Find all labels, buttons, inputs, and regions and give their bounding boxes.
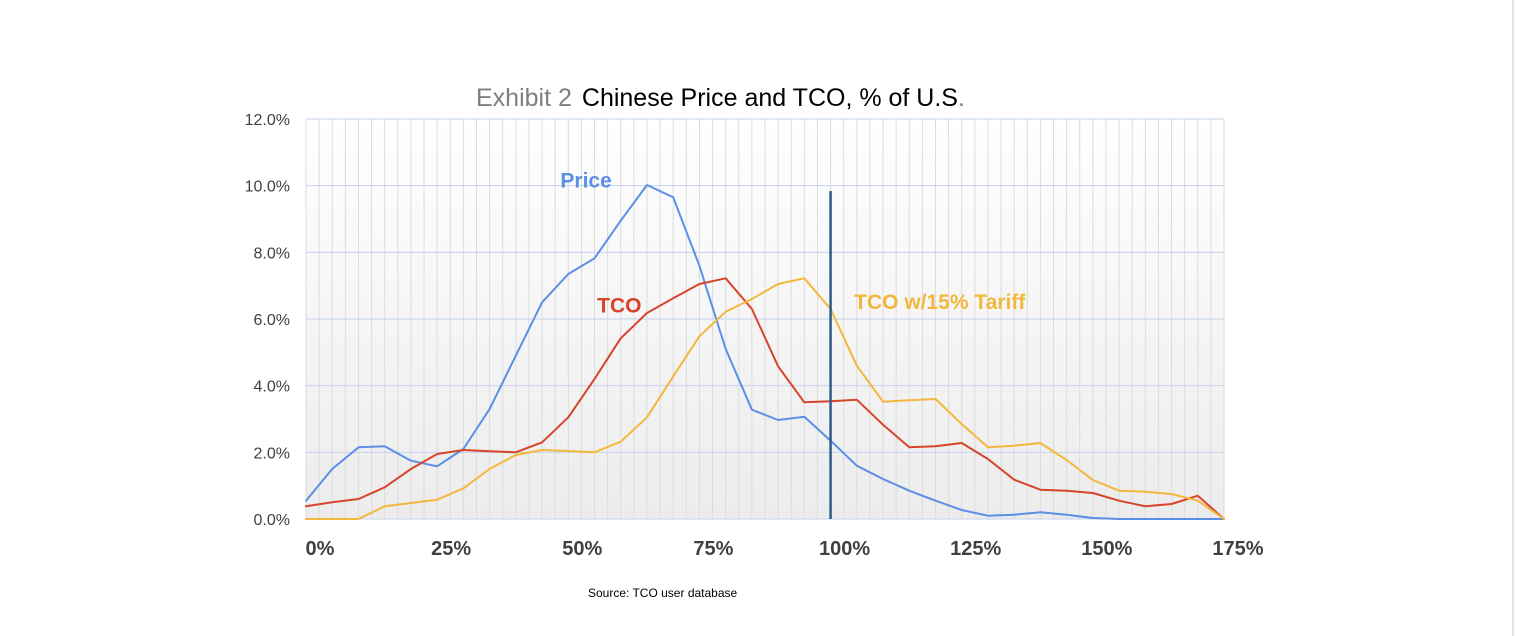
x-tick-label: 125%	[950, 538, 1001, 560]
y-tick-label: 2.0%	[254, 445, 290, 462]
source-note: Source: TCO user database	[588, 586, 738, 600]
chart-title-text: Chinese Price and TCO, % of U.S	[581, 84, 958, 112]
x-axis: 0% 25% 50% 75% 100% 125% 150% 175%	[306, 538, 1264, 560]
series-label-tco-w-15-tariff: TCO w/15% Tariff	[854, 291, 1026, 314]
page-edge-rule	[1512, 0, 1514, 636]
y-tick-label: 12.0%	[245, 112, 290, 129]
series-line-tco	[305, 277, 1225, 520]
series-lines	[305, 184, 1225, 520]
chart-title-suffix: .	[957, 84, 965, 112]
y-axis: 0.0% 2.0% 4.0% 6.0% 8.0% 10.0% 12.0%	[245, 112, 290, 529]
x-tick-label: 25%	[431, 538, 471, 560]
y-tick-label: 0.0%	[254, 512, 290, 529]
series-labels: Price TCO TCO w/15% Tariff	[560, 169, 1026, 317]
x-tick-label: 0%	[306, 538, 335, 560]
series-label-price: Price	[560, 169, 611, 192]
y-tick-label: 10.0%	[245, 179, 290, 196]
x-tick-label: 75%	[693, 538, 733, 560]
series-label-tco: TCO	[597, 294, 641, 317]
x-tick-label: 175%	[1212, 538, 1263, 560]
y-tick-label: 4.0%	[254, 379, 290, 396]
x-tick-label: 100%	[819, 538, 870, 560]
series-line-price	[305, 184, 1225, 520]
y-tick-label: 8.0%	[254, 245, 290, 262]
chart-title-prefix: Exhibit 2	[476, 84, 572, 112]
series-line-tco-w-15-tariff	[305, 277, 1225, 520]
chart-title: Exhibit 2 Chinese Price and TCO, % of U.S…	[476, 84, 965, 113]
x-tick-label: 150%	[1081, 538, 1132, 560]
x-tick-label: 50%	[562, 538, 602, 560]
y-tick-label: 6.0%	[254, 312, 290, 329]
